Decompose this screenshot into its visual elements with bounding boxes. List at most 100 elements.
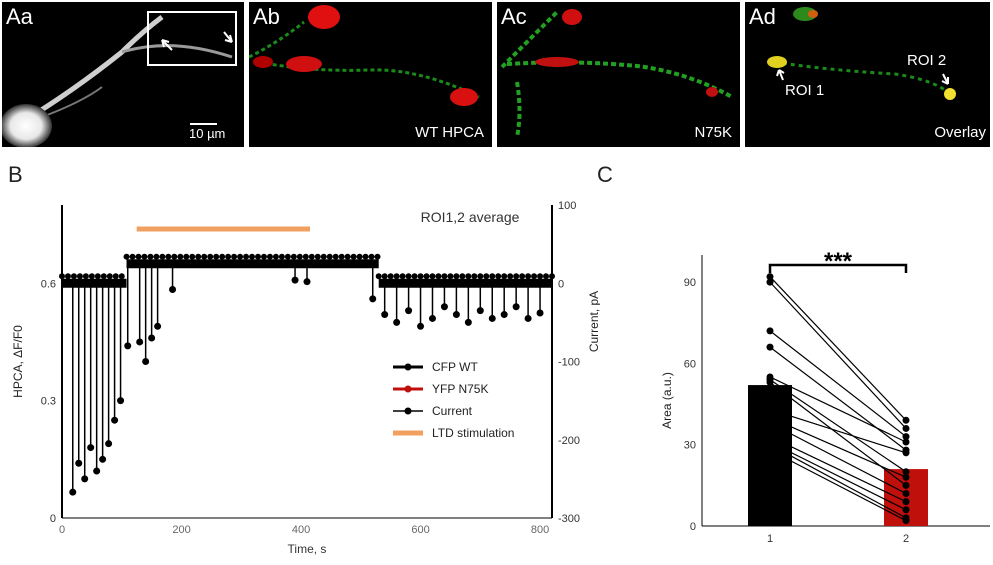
y-axis-label: Area (a.u.) [660, 372, 674, 429]
trace-marker [477, 273, 484, 280]
y2-tick-label: -100 [558, 357, 580, 369]
trace-marker [429, 273, 436, 280]
current-point [136, 338, 144, 346]
trace-marker [447, 273, 454, 280]
current-point [393, 318, 401, 326]
y-axis-label: HPCA, ΔF/F0 [11, 325, 25, 398]
y-tick-label: 0 [690, 521, 696, 533]
scale-bar-label: 10 µm [189, 126, 226, 141]
trace-marker [453, 273, 460, 280]
time-course-chart: 0 200 400 600 800 0 0.3 0.6 100 0 -100 -200 -300 Time… [11, 200, 600, 556]
trace-marker [147, 253, 154, 260]
point-group-1 [766, 419, 774, 427]
current-point [148, 334, 156, 342]
paired-line [769, 449, 907, 522]
trace-marker [207, 253, 214, 260]
trace-marker [64, 273, 71, 280]
paired-line [769, 276, 907, 421]
x-tick-label: 0 [59, 524, 65, 536]
trace-marker [159, 253, 166, 260]
current-point [440, 303, 448, 311]
y-tick-label: 0.3 [41, 396, 56, 408]
trace-marker [59, 273, 65, 280]
point-group-2 [902, 433, 910, 441]
point-group-2 [902, 506, 910, 514]
trace-marker [362, 253, 369, 260]
trace-marker [112, 273, 119, 280]
y2-tick-label: 100 [558, 200, 576, 212]
trace-marker [483, 273, 490, 280]
trace-marker [495, 273, 502, 280]
trace-marker [82, 273, 89, 280]
y-tick-label: 90 [684, 277, 696, 289]
roi-2-label: ROI 2 [907, 52, 947, 69]
panel-label-aa: Aa [6, 4, 33, 29]
trace-marker [381, 273, 388, 280]
trace-marker [183, 253, 190, 260]
trace-marker [435, 273, 442, 280]
x-tick-label: 800 [531, 524, 549, 536]
trace-marker [100, 273, 107, 280]
point-group-1 [766, 441, 774, 449]
current-point [524, 314, 532, 322]
point-group-2 [902, 481, 910, 489]
y2-tick-label: -300 [558, 513, 580, 525]
point-group-2 [902, 517, 910, 525]
trace-marker [326, 253, 333, 260]
micrograph-ab: Ab WT HPCA [249, 2, 492, 147]
point-group-1 [766, 405, 774, 413]
micrograph-ad: Ad ROI 1 ROI 2 Overlay [745, 2, 990, 147]
trace-marker [417, 273, 424, 280]
current-point [512, 303, 520, 311]
point-group-1 [766, 378, 774, 386]
trace-marker [266, 253, 273, 260]
caption-ac: N75K [694, 124, 732, 141]
panel-label-ac: Ac [501, 4, 527, 29]
trace-marker [471, 273, 478, 280]
trace-marker [332, 253, 339, 260]
current-point [417, 322, 425, 330]
trace-marker [123, 253, 130, 260]
micrograph-aa: Aa 10 µm [2, 2, 244, 147]
trace-marker [525, 273, 532, 280]
current-point [111, 416, 119, 424]
current-point [93, 467, 101, 475]
trace-marker [338, 253, 345, 260]
caption-ad: Overlay [934, 124, 986, 141]
current-point [428, 314, 436, 322]
current-point [75, 459, 83, 467]
point-group-1 [766, 343, 774, 351]
trace-marker [106, 273, 113, 280]
trace-marker [441, 273, 448, 280]
panel-label-ab: Ab [253, 4, 280, 29]
trace-marker [350, 253, 357, 260]
significance-bracket [768, 263, 908, 273]
paired-line [769, 281, 907, 429]
trace-marker [501, 273, 508, 280]
current-point [117, 397, 125, 405]
trace-marker [344, 253, 351, 260]
current-point [476, 307, 484, 315]
legend-label: CFP WT [432, 360, 478, 374]
trace-marker [76, 273, 83, 280]
point-group-2 [902, 449, 910, 457]
current-point [142, 358, 150, 365]
y2-tick-label: 0 [558, 278, 564, 290]
point-group-1 [766, 273, 774, 281]
paired-line [769, 376, 907, 443]
trace-marker [195, 253, 202, 260]
paired-line [769, 436, 907, 503]
legend-label: Current [432, 404, 473, 418]
trace-marker [423, 273, 430, 280]
panel-label-c: C [597, 162, 613, 187]
trace-marker [405, 273, 412, 280]
trace-marker [201, 253, 208, 260]
current-point [452, 311, 460, 319]
trace-marker [70, 273, 77, 280]
paired-line [769, 408, 907, 454]
y-tick-label: 30 [684, 440, 696, 452]
paired-line [769, 441, 907, 511]
y-tick-label: 0.6 [41, 278, 56, 290]
point-group-2 [902, 424, 910, 432]
current-point [291, 276, 299, 284]
